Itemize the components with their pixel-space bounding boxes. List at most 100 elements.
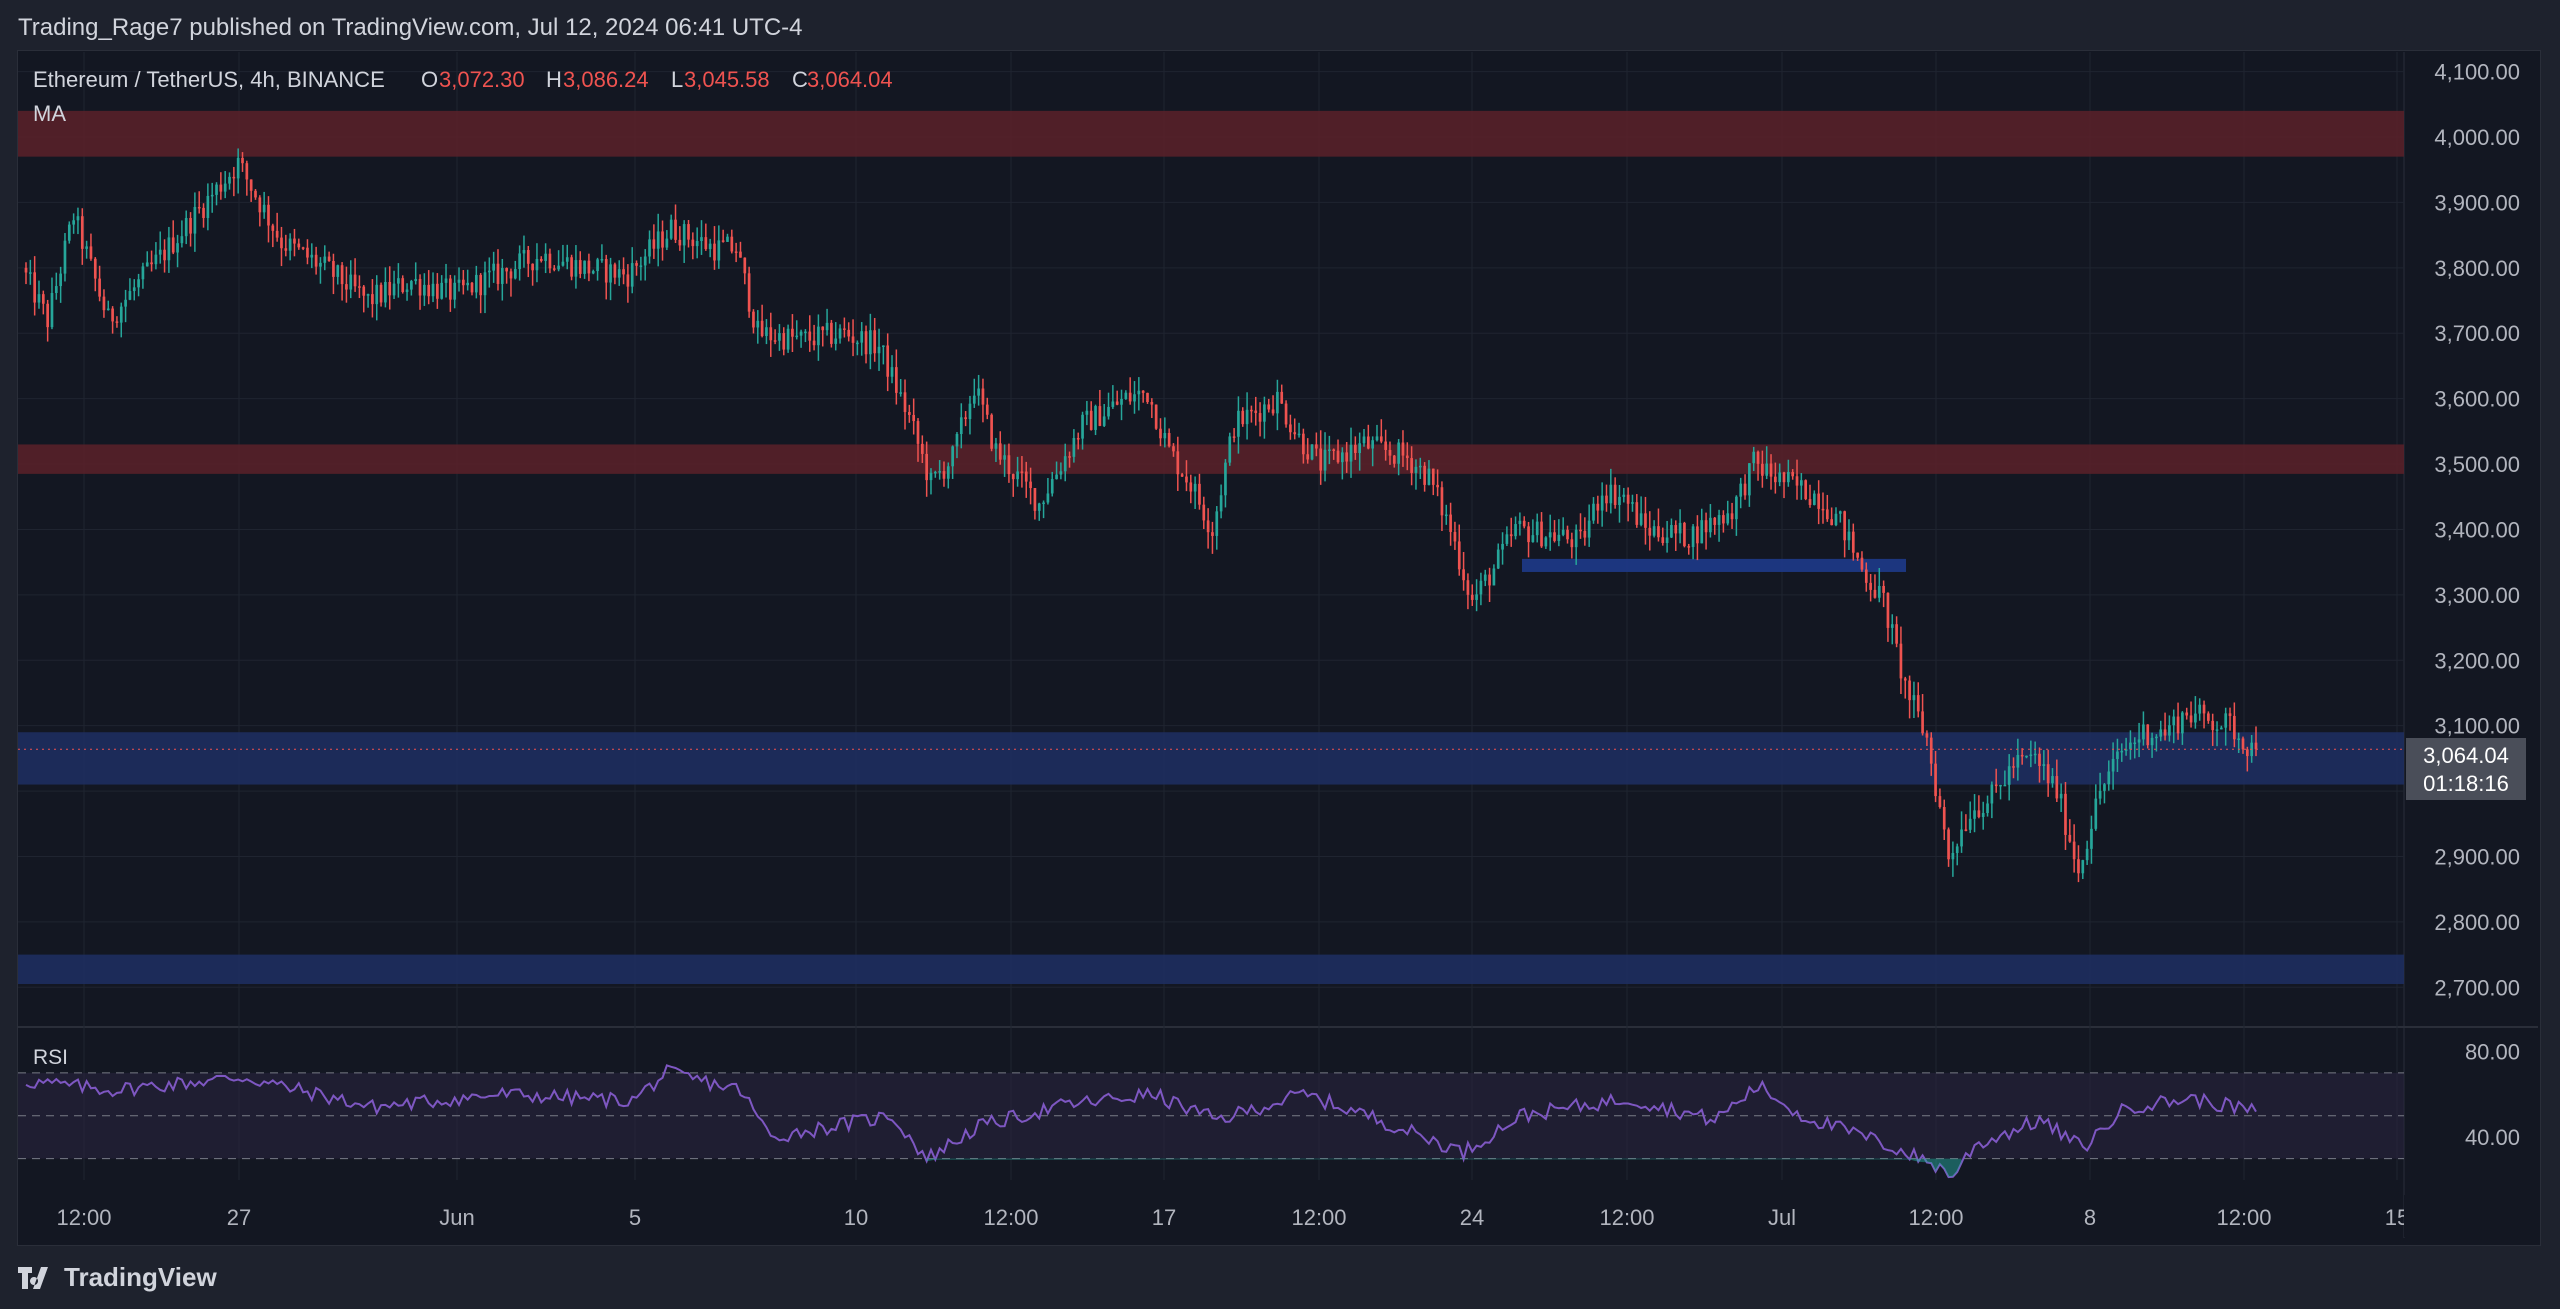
candle-body	[1284, 403, 1288, 425]
candle	[873, 317, 877, 362]
candle-body	[791, 328, 794, 337]
candle-body	[1007, 455, 1011, 475]
candle-body	[1293, 432, 1297, 435]
candle	[1353, 436, 1357, 460]
candle-body	[314, 254, 318, 267]
rsi-indicator-label[interactable]: RSI	[33, 1046, 68, 1069]
candle	[397, 263, 400, 298]
candle	[1245, 392, 1249, 440]
candle-body	[522, 250, 526, 254]
candle	[310, 243, 314, 269]
candle-body	[275, 230, 279, 238]
candle-body	[297, 243, 301, 248]
tradingview-logo[interactable]: TradingView	[18, 1262, 217, 1293]
candle-body	[1869, 582, 1872, 590]
candle	[756, 310, 760, 344]
candle	[301, 246, 305, 251]
candle	[1501, 532, 1504, 565]
candle-body	[340, 265, 344, 285]
candle	[487, 257, 491, 288]
candle-body	[1981, 813, 1985, 817]
candle-body	[1730, 513, 1734, 520]
time-tick-label: 12:00	[56, 1205, 111, 1230]
candle-body	[760, 320, 764, 337]
candle	[1955, 843, 1959, 866]
candle	[604, 254, 608, 300]
candle	[1254, 396, 1258, 426]
support-zone[interactable]	[1522, 558, 1906, 572]
candle	[1011, 473, 1015, 497]
candle	[1999, 784, 2002, 800]
candle	[1968, 801, 1972, 834]
candle	[791, 314, 794, 352]
candle-body	[1193, 483, 1197, 492]
candle-body	[583, 260, 586, 274]
candle-body	[1211, 532, 1214, 536]
candle-body	[674, 219, 677, 240]
candle	[661, 220, 664, 261]
candle	[249, 179, 253, 202]
candle	[708, 238, 712, 258]
candle-body	[1280, 391, 1284, 404]
candle-body	[1457, 541, 1461, 570]
candle	[1388, 441, 1392, 465]
candle	[2077, 845, 2080, 883]
candle-body	[2081, 860, 2085, 874]
candle-body	[1817, 493, 1821, 509]
candle	[847, 322, 851, 342]
support-zone[interactable]	[18, 732, 2404, 785]
candle	[1016, 456, 1019, 487]
candle-body	[1219, 495, 1223, 512]
candle-body	[1778, 472, 1782, 483]
candle	[353, 258, 357, 292]
resistance-zone[interactable]	[18, 444, 2404, 474]
candle	[1748, 463, 1751, 507]
candle-body	[1644, 513, 1647, 528]
candle-body	[414, 278, 418, 282]
candle-body	[726, 236, 729, 242]
candle-body	[2224, 713, 2228, 728]
candle	[2016, 738, 2020, 781]
candle-body	[1059, 471, 1063, 475]
price-pane[interactable]	[18, 52, 2404, 1028]
candle-body	[1202, 504, 1206, 521]
candle	[1557, 519, 1561, 547]
candle-body	[2012, 766, 2015, 768]
candle	[994, 437, 998, 462]
candle	[1046, 477, 1050, 505]
candle-body	[630, 263, 634, 287]
candle-body	[1955, 846, 1959, 853]
candle	[1700, 508, 1704, 544]
candle-body	[1912, 695, 1916, 701]
candle	[561, 244, 565, 267]
rsi-oversold-fill	[926, 1158, 1962, 1178]
candle	[1163, 417, 1167, 448]
candle	[37, 280, 41, 309]
candle	[1769, 454, 1773, 490]
candle-body	[1882, 585, 1885, 593]
candle-body	[531, 263, 534, 271]
candle-body	[1392, 455, 1396, 464]
candle	[1847, 519, 1851, 550]
candle	[440, 275, 444, 300]
price-tick-label: 3,300.00	[2434, 583, 2520, 608]
candle-body	[587, 260, 591, 274]
candle-body	[786, 328, 790, 350]
candle-body	[145, 262, 149, 267]
candle	[41, 290, 45, 315]
candle-body	[964, 417, 967, 420]
candle	[1076, 432, 1080, 450]
candle-body	[487, 270, 491, 273]
ma-indicator-label[interactable]: MA	[33, 101, 66, 126]
candle-body	[1609, 484, 1613, 504]
candle-body	[1336, 450, 1340, 463]
candle	[1007, 443, 1011, 483]
support-zone[interactable]	[18, 954, 2404, 985]
resistance-zone[interactable]	[18, 110, 2404, 157]
candle-body	[41, 294, 45, 304]
candle	[54, 272, 58, 300]
candle	[288, 233, 292, 261]
candle	[946, 462, 950, 489]
